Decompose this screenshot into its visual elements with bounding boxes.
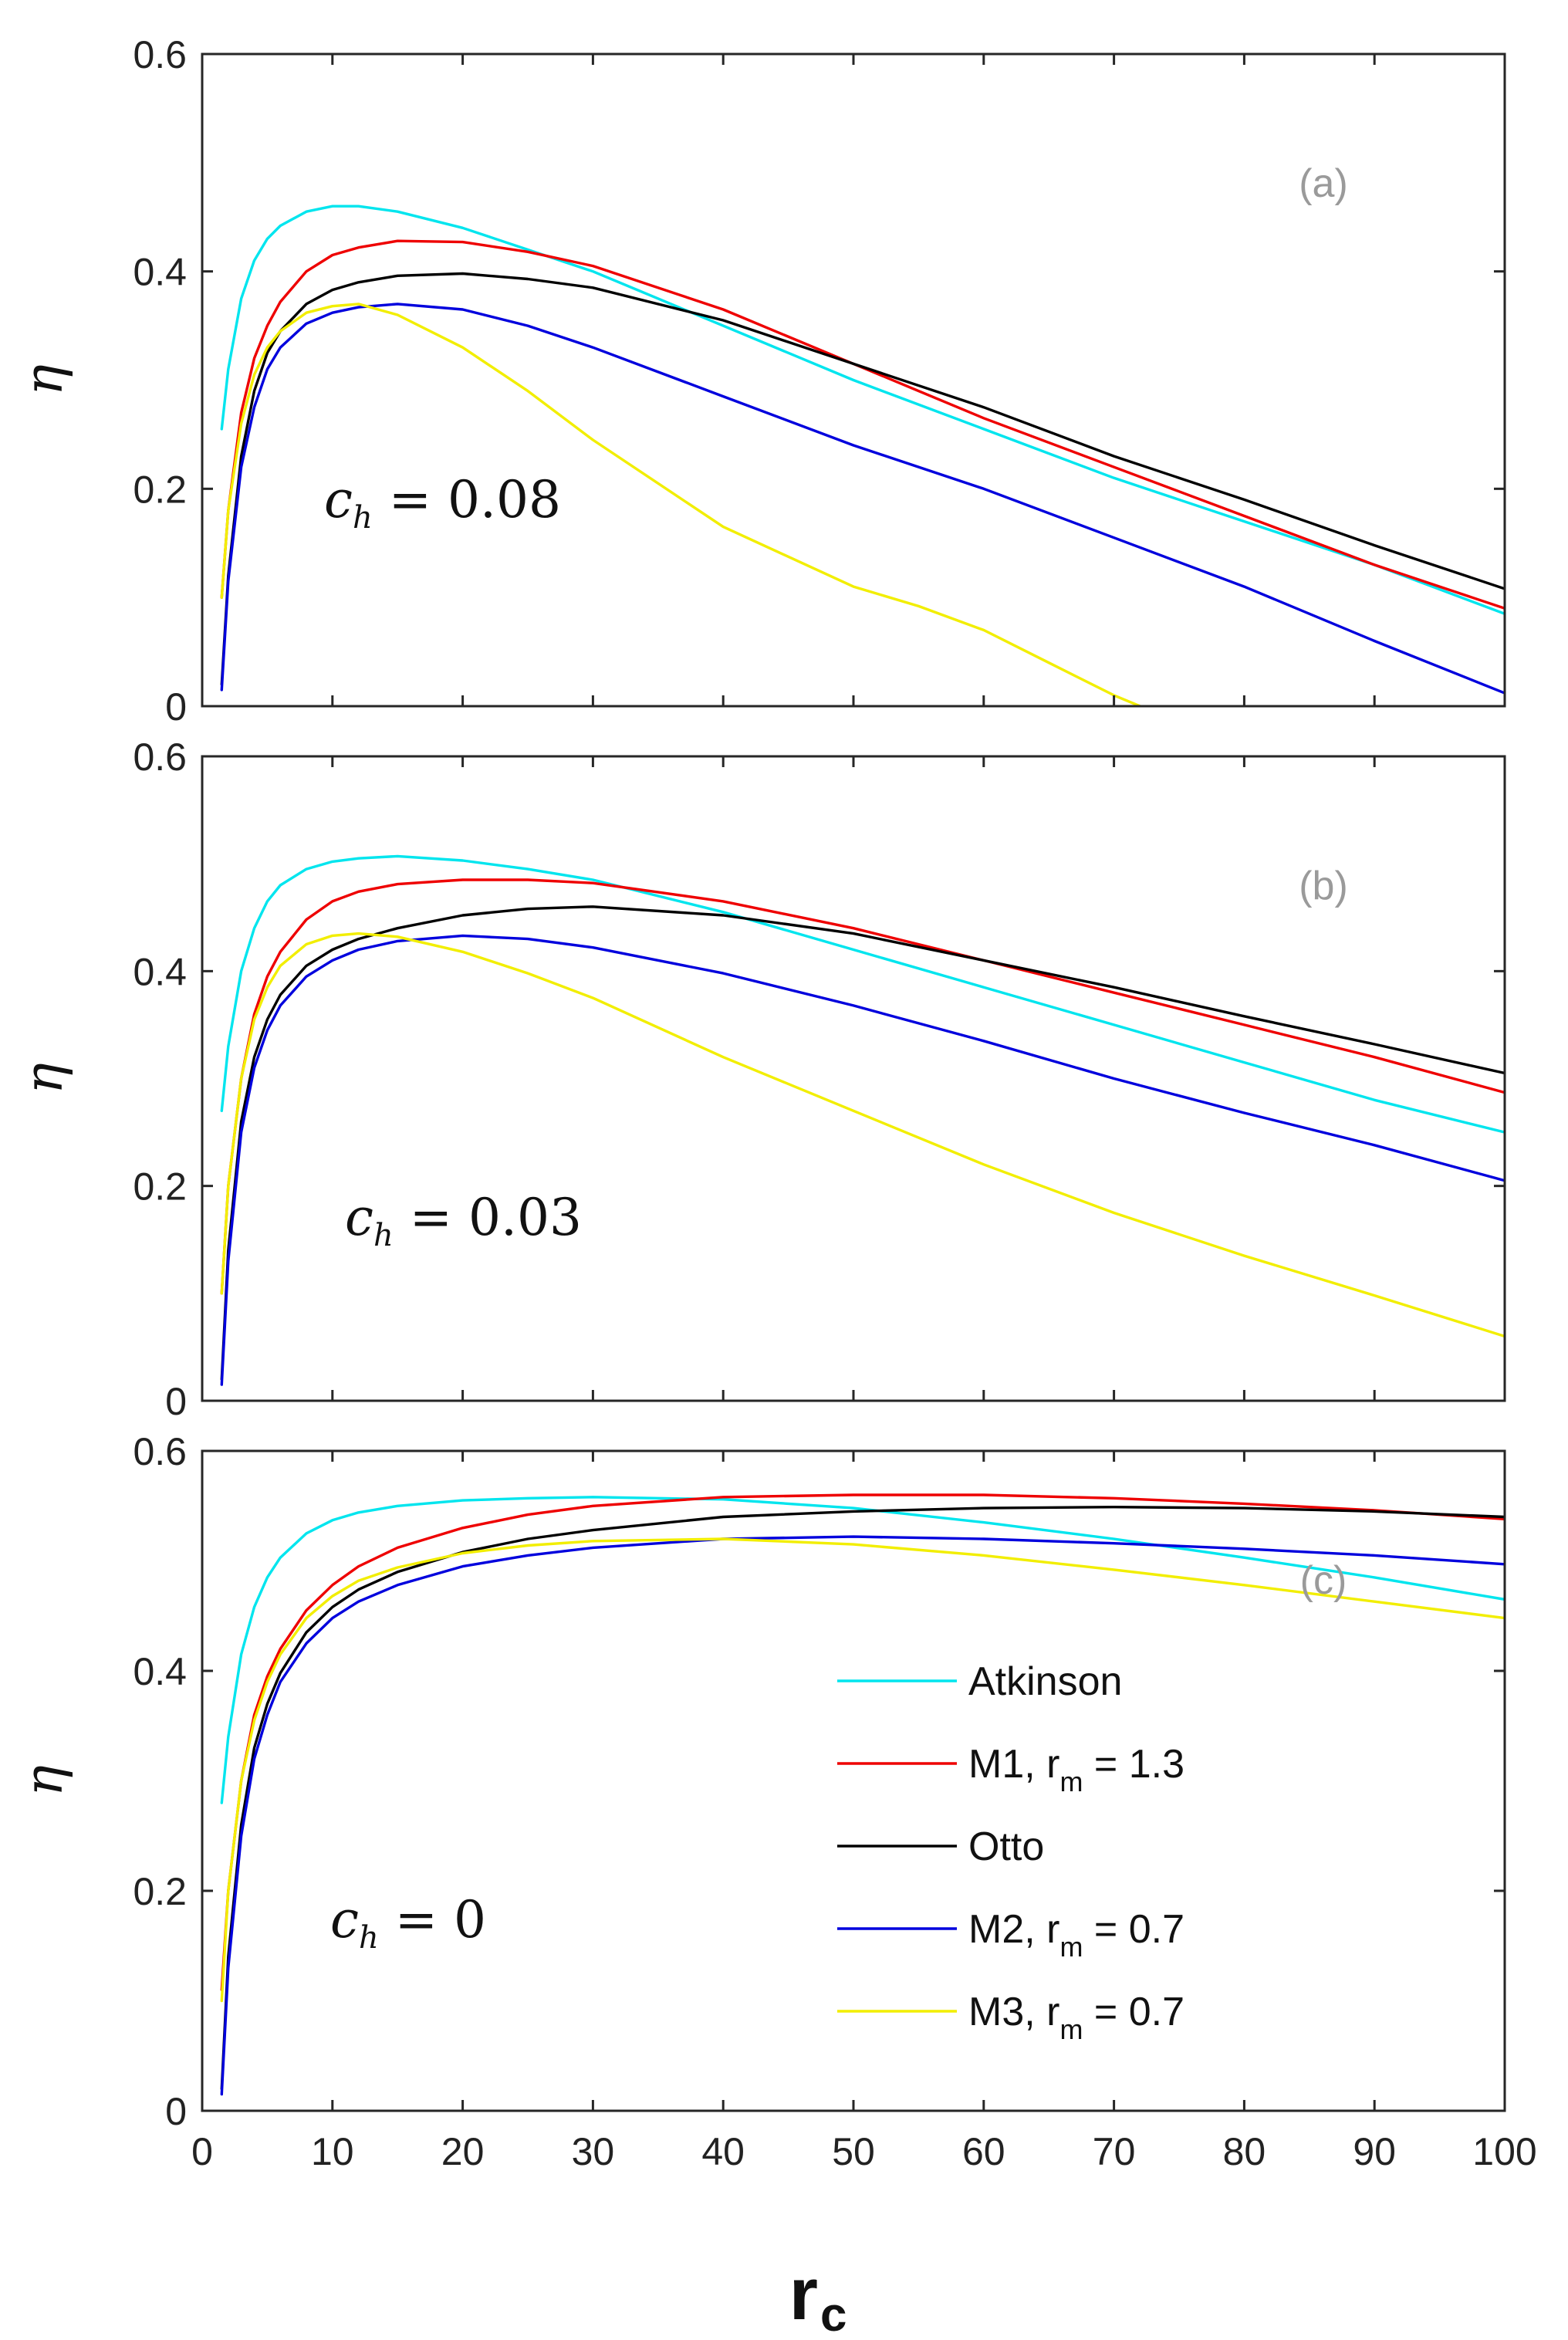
legend-item-m2: M2, rm = 0.7	[837, 1907, 1184, 1963]
legend-label: Atkinson	[968, 1659, 1122, 1704]
series-line-m3	[220, 303, 1142, 706]
x-tick-label: 80	[1223, 2130, 1266, 2173]
parameter-value: = 0	[379, 1890, 486, 1949]
series-line-otto	[220, 905, 1505, 1381]
parameter-symbol: c	[330, 1890, 359, 1949]
legend-label: M1, rm = 1.3	[968, 1742, 1184, 1797]
series-line-otto	[220, 272, 1505, 686]
legend-item-atkinson: Atkinson	[837, 1659, 1122, 1704]
panel-tag: (a)	[1299, 161, 1348, 206]
y-tick-label: 0.4	[133, 251, 187, 294]
series-line-otto	[220, 1506, 1505, 2091]
legend: Atkinson M1, rm = 1.3 Otto M2, rm = 0.7 M3, …	[837, 1659, 1184, 2045]
series-line-m1	[220, 239, 1505, 610]
x-tick-label: 60	[962, 2130, 1005, 2173]
x-tick-label: 10	[311, 2130, 354, 2173]
y-tick-label: 0.4	[133, 1650, 187, 1693]
series-line-m2	[220, 934, 1505, 1386]
y-tick-label: 0.6	[133, 735, 187, 779]
legend-label: M2, rm = 0.7	[968, 1907, 1184, 1963]
series-line-atkinson	[220, 854, 1505, 1134]
parameter-value: = 0.03	[394, 1188, 582, 1247]
y-tick-label: 0.6	[133, 1430, 187, 1473]
series-line-m1	[220, 1493, 1505, 1991]
parameter-subscript: h	[353, 500, 373, 536]
panel-1: 0 0.2 0.4 0.6 η (a) ch = 0.08	[14, 33, 1506, 729]
series-line-m3	[220, 932, 1505, 1338]
x-tick-label: 30	[572, 2130, 615, 2173]
series-line-m1	[220, 878, 1505, 1295]
x-tick-label: 50	[832, 2130, 875, 2173]
y-tick-label: 0	[165, 2090, 187, 2133]
parameter-symbol: c	[324, 470, 353, 529]
parameter-annotation: ch = 0.03	[345, 1188, 582, 1253]
x-tick-label: 70	[1093, 2130, 1136, 2173]
y-tick-label: 0.2	[133, 1870, 187, 1913]
x-tick-label: 40	[701, 2130, 745, 2173]
y-tick-label: 0	[165, 685, 187, 729]
y-tick-label: 0.2	[133, 1165, 187, 1209]
series-line-m2	[220, 303, 1505, 695]
series-line-m3	[220, 1537, 1505, 2003]
plot-area	[220, 854, 1505, 1386]
y-axis-label: η	[14, 1765, 75, 1797]
panel-3: 0 10 20 30 40 50 60 70 80 90 100 0 0.2 0.4 0.6 η (c) ch =…	[14, 1430, 1537, 2173]
y-tick-label: 0.4	[133, 950, 187, 993]
parameter-subscript: h	[373, 1218, 394, 1253]
legend-item-m3: M3, rm = 0.7	[837, 1990, 1184, 2045]
x-tick-label: 90	[1353, 2130, 1396, 2173]
parameter-annotation: ch = 0.08	[324, 470, 561, 536]
x-tick-label: 20	[441, 2130, 485, 2173]
y-tick-label: 0.6	[133, 33, 187, 76]
x-tick-label: 100	[1472, 2130, 1536, 2173]
panel-2: 0 0.2 0.4 0.6 η (b) ch = 0.03	[14, 735, 1506, 1423]
plot-area	[220, 205, 1505, 706]
x-axis-label: r c	[789, 2253, 847, 2340]
x-axis-label-main: r	[789, 2253, 818, 2335]
series-line-atkinson	[220, 1496, 1505, 1804]
series-line-m2	[220, 1535, 1505, 2096]
x-axis-label-subscript: c	[820, 2288, 847, 2340]
x-tick-label: 0	[191, 2130, 213, 2173]
y-tick-label: 0.2	[133, 468, 187, 511]
plot-area	[220, 1493, 1505, 2096]
parameter-symbol: c	[345, 1188, 373, 1247]
legend-label: M3, rm = 0.7	[968, 1990, 1184, 2045]
y-tick-label: 0	[165, 1380, 187, 1423]
panels: 00.20.40.6η(a)ch = 0.0800.20.40.6η(b)ch …	[14, 33, 1537, 2173]
series-line-atkinson	[220, 205, 1505, 615]
legend-item-m1: M1, rm = 1.3	[837, 1742, 1184, 1797]
panel-tag: (b)	[1299, 864, 1348, 908]
legend-item-otto: Otto	[837, 1824, 1044, 1869]
panel-tag: (c)	[1300, 1558, 1347, 1603]
y-axis-label: η	[14, 364, 75, 396]
parameter-value: = 0.08	[373, 470, 561, 529]
legend-label: Otto	[968, 1824, 1044, 1869]
parameter-annotation: ch = 0	[330, 1890, 486, 1956]
parameter-subscript: h	[359, 1920, 379, 1956]
y-axis-label: η	[14, 1063, 75, 1094]
